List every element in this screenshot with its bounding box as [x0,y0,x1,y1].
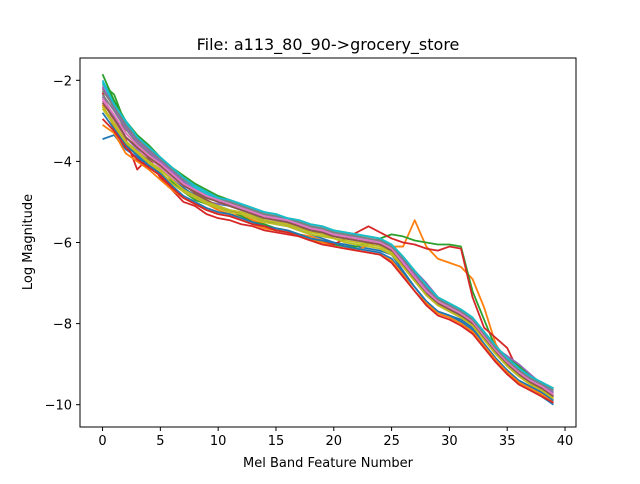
y-axis-label: Log Magnitude [21,194,36,290]
series-line-11 [101,112,554,402]
series-line-14 [101,118,554,404]
y-tick-label: −8 [53,318,72,333]
y-tick-label: −2 [53,74,72,89]
x-axis-label: Mel Band Feature Number [243,456,414,471]
x-tick-label: 0 [98,434,106,449]
x-tick-label: 35 [499,434,516,449]
series-line-18 [101,89,554,392]
x-tick-label: 10 [210,434,227,449]
x-tick-label: 5 [156,434,164,449]
plot-area [101,73,555,406]
x-tick-label: 25 [383,434,400,449]
series-line-19 [101,106,554,400]
series-line-20 [101,81,554,390]
y-tick-label: −4 [53,155,72,170]
series-line-16 [101,102,554,398]
x-axis: 0 5 10 15 20 25 30 35 40 [98,427,573,449]
y-tick-label: −6 [53,237,72,252]
x-tick-label: 15 [268,434,285,449]
x-tick-label: 30 [441,434,458,449]
series-line-17 [101,98,554,396]
chart-title: File: a113_80_90->grocery_store [197,35,460,55]
y-axis: −10 −8 −6 −4 −2 [45,74,80,414]
series-line-4 [101,92,554,390]
y-tick-label: −10 [45,399,72,414]
x-tick-label: 40 [557,434,574,449]
x-tick-label: 20 [326,434,343,449]
